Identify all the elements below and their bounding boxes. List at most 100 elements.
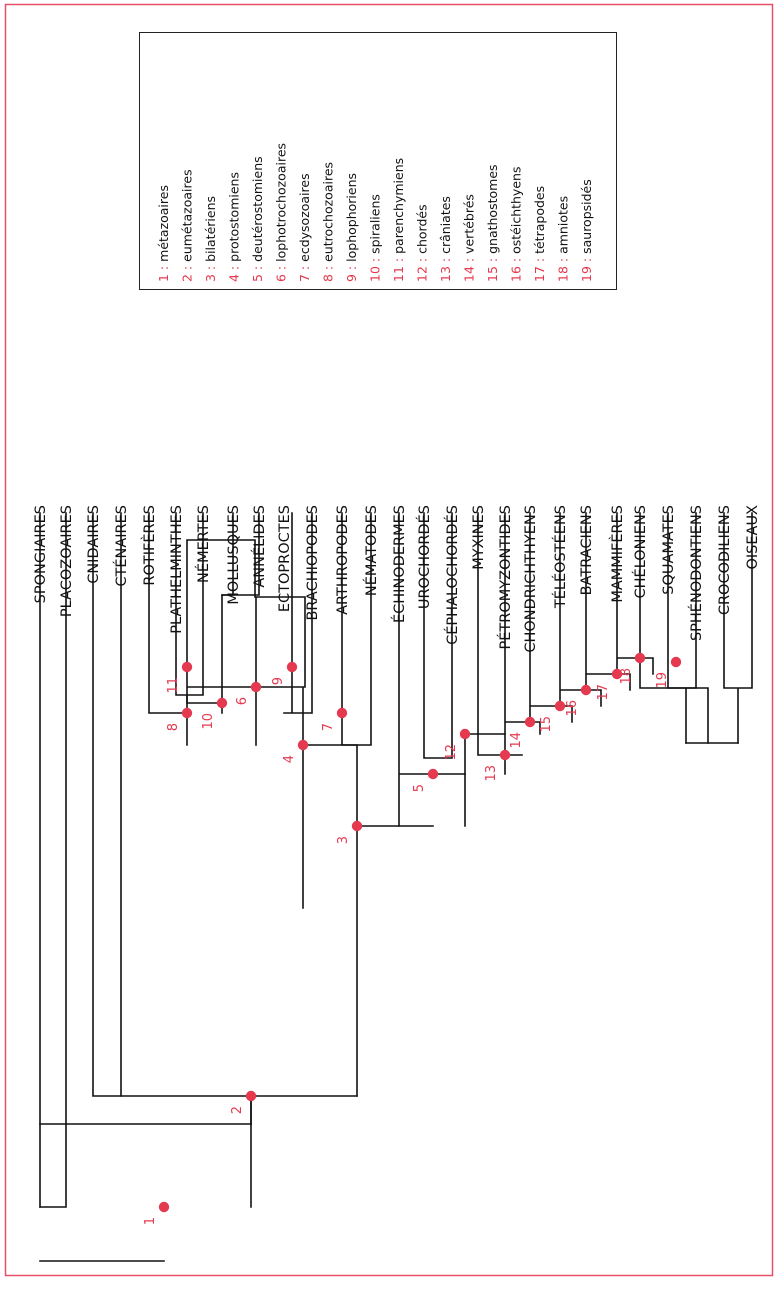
legend-number: 5 : xyxy=(250,266,265,282)
taxon-label: CÉPHALOCHORDÉS xyxy=(444,505,461,645)
legend-clade-name: sauropsidés xyxy=(579,179,594,254)
node-14-branch xyxy=(504,512,541,735)
legend-clade-name: parenchymiens xyxy=(391,158,406,254)
taxon-label: ECTOPROCTES xyxy=(277,505,293,612)
clade-node-number: 18 xyxy=(619,668,634,685)
clade-node-dot xyxy=(427,768,439,780)
node-11-branch xyxy=(175,512,223,704)
taxon-label: MYXINES xyxy=(471,505,487,570)
legend-clade-name: ostéichthyens xyxy=(509,167,524,254)
outer-frame xyxy=(4,3,774,1277)
legend-entry: 8 : eutrochozoaires xyxy=(321,162,336,282)
clade-node-dot xyxy=(336,707,348,719)
legend-number: 9 : xyxy=(344,266,359,282)
node-6-branch xyxy=(255,596,306,746)
legend-entry: 16 : ostéichthyens xyxy=(509,167,524,282)
legend-number: 3 : xyxy=(203,266,218,282)
taxon-label: BRACHIOPODES xyxy=(305,505,321,621)
clade-node-dot xyxy=(499,749,511,761)
taxon-label: ÉCHINODERMES xyxy=(391,505,408,623)
legend-number: 19 : xyxy=(579,258,594,282)
node-10-mollusques xyxy=(221,512,234,596)
legend-entry: 12 : chordés xyxy=(415,204,430,282)
clade-node-number: 2 xyxy=(230,1106,245,1114)
taxon-label: SPONGIAIRES xyxy=(33,505,49,603)
taxon-label: CROCODILIENS xyxy=(717,505,733,615)
legend-entry: 4 : protostomiens xyxy=(227,172,242,282)
legend-number: 7 : xyxy=(297,266,312,282)
taxon-label: SQUAMATES xyxy=(661,505,677,595)
node-3-branch xyxy=(356,825,434,1097)
legend-entry: 9 : lophophoriens xyxy=(344,173,359,282)
clade-node-number: 10 xyxy=(201,713,216,730)
legend-entry: 7 : ecdysozoaires xyxy=(297,173,312,282)
legend-number: 16 : xyxy=(509,258,524,282)
legend-number: 18 : xyxy=(556,258,571,282)
taxon-label: TÉLÉOSTÉENS xyxy=(552,505,569,609)
taxon-label: NÉMERTES xyxy=(195,505,212,583)
clade-node-number: 12 xyxy=(444,744,459,761)
legend-clade-name: chordés xyxy=(415,204,430,254)
taxon-label: MOLLUSQUES xyxy=(226,505,242,605)
clade-node-dot xyxy=(554,700,566,712)
node-8-rotiferes xyxy=(148,512,188,714)
node-8-branch xyxy=(186,539,257,746)
taxon-label: ARTHROPODES xyxy=(335,505,351,615)
legend-clade-name: bilatériens xyxy=(203,196,218,262)
legend-clade-name: tétrapodes xyxy=(532,186,547,254)
legend-number: 2 : xyxy=(180,266,195,282)
legend-entry: 11 : parenchymiens xyxy=(391,158,406,282)
clade-node-dot xyxy=(245,1090,257,1102)
legend-clade-name: deutérostomiens xyxy=(250,156,265,262)
legend-entry: 10 : spiraliens xyxy=(368,194,383,282)
node-4-branch xyxy=(302,744,358,909)
clade-node-number: 7 xyxy=(321,723,336,731)
node-12-branch xyxy=(423,512,506,775)
clade-node-dot xyxy=(181,661,193,673)
taxon-label: CHONDRICHTHYENS xyxy=(523,505,539,653)
node-15-branch xyxy=(529,512,573,723)
legend-clade-name: amniotes xyxy=(556,196,571,254)
node-17-branch xyxy=(585,512,631,691)
clade-node-dot xyxy=(670,656,682,668)
clade-node-number: 9 xyxy=(271,677,286,685)
clade-node-dot xyxy=(524,716,536,728)
taxon-label: MAMMIFÈRES xyxy=(609,505,626,603)
node-1-branch xyxy=(39,1123,252,1208)
clade-node-dot xyxy=(459,728,471,740)
taxon-label: ROTIFÈRES xyxy=(141,505,158,586)
clade-node-number: 1 xyxy=(143,1217,158,1225)
legend-entry: 2 : eumétazoaires xyxy=(180,169,195,282)
lepidosaur-branch xyxy=(667,512,697,744)
node-2-branch xyxy=(250,1095,358,1208)
clade-node-number: 3 xyxy=(336,836,351,844)
legend-entry: 6 : lophotrochozoaires xyxy=(274,143,289,282)
taxon-label: CNIDAIRES xyxy=(86,505,102,584)
legend-entry: 1 : métazoaires xyxy=(156,185,171,282)
legend-clade-name: vertébrés xyxy=(462,194,477,254)
legend-clade-name: eutrochozoaires xyxy=(321,162,336,262)
taxon-label: ANNÉLIDES xyxy=(251,505,268,588)
taxon-label: OISEAUX xyxy=(745,505,761,570)
legend-clade-name: métazoaires xyxy=(156,185,171,262)
clade-node-number: 16 xyxy=(565,700,580,717)
legend-number: 15 : xyxy=(485,258,500,282)
legend-entry: 15 : gnathostomes xyxy=(485,164,500,282)
legend-entry: 13 : crâniates xyxy=(438,196,453,282)
legend-number: 11 : xyxy=(391,258,406,282)
taxon-label: PLATHELMINTHES xyxy=(169,505,185,634)
clade-node-dot xyxy=(634,652,646,664)
archosaur-branch xyxy=(723,512,753,744)
legend-number: 1 : xyxy=(156,266,171,282)
placozoaires-line xyxy=(39,512,67,1208)
node-10-branch xyxy=(221,512,260,714)
legend-clade-name: crâniates xyxy=(438,196,453,254)
clade-node-dot xyxy=(158,1201,170,1213)
clade-node-number: 4 xyxy=(282,755,297,763)
taxon-label: SPHÉNODONTIENS xyxy=(688,505,705,641)
legend-entry: 14 : vertébrés xyxy=(462,194,477,282)
clade-node-number: 13 xyxy=(484,765,499,782)
legend-number: 10 : xyxy=(368,258,383,282)
node-16-branch xyxy=(559,512,602,707)
legend-entry: 5 : deutérostomiens xyxy=(250,156,265,282)
